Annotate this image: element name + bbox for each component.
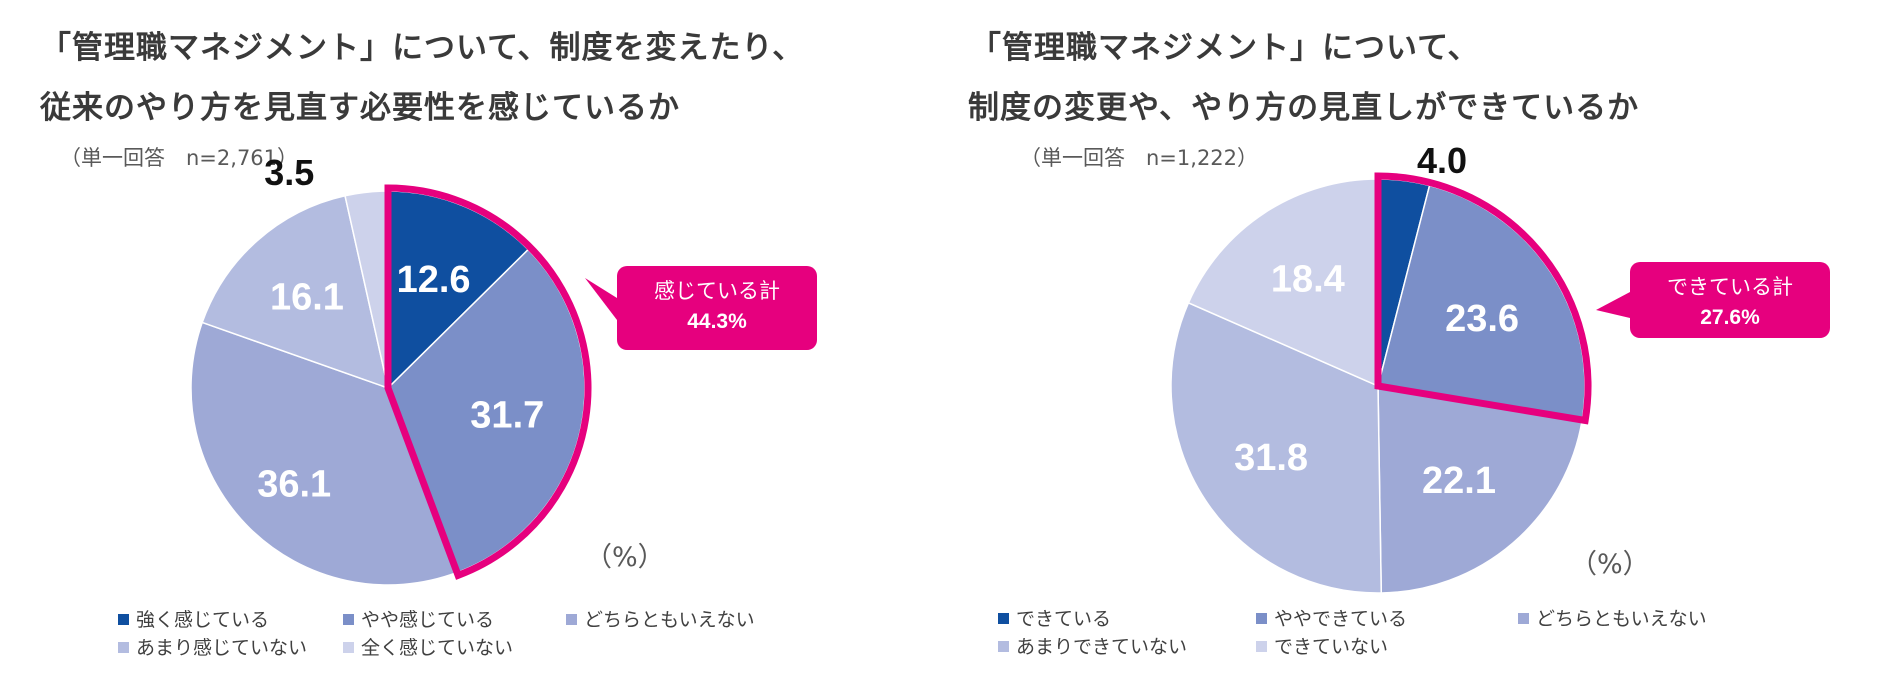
- legend-swatch: [343, 642, 354, 653]
- legend-label: 全く感じていない: [361, 637, 514, 659]
- legend-label: できていない: [1274, 636, 1389, 658]
- legend-label: やや感じている: [361, 609, 495, 631]
- highlight-outline: [384, 184, 592, 580]
- pie-slice-4: [1170, 301, 1383, 594]
- legend-swatch: [998, 613, 1009, 624]
- legend-item: どちらともいえない: [566, 605, 755, 632]
- slice-value-label-1: 12.6: [397, 259, 471, 301]
- legend-label: できている: [1016, 608, 1112, 630]
- legend-swatch: [1256, 613, 1267, 624]
- slice-value-label-3: 36.1: [257, 464, 331, 506]
- pie-slice-3: [190, 321, 459, 586]
- legend-swatch: [118, 642, 129, 653]
- legend-label: あまり感じていない: [136, 637, 308, 659]
- legend-item: できている: [998, 604, 1111, 631]
- slice-value-label-3: 22.1: [1422, 460, 1496, 502]
- legend-item: あまりできていない: [998, 632, 1187, 659]
- legend-label: どちらともいえない: [1536, 608, 1707, 630]
- legend-item: 全く感じていない: [343, 633, 513, 660]
- legend-swatch: [1518, 613, 1529, 624]
- slice-value-label-1: 4.0: [1417, 140, 1467, 181]
- highlight-outline: [1374, 172, 1592, 425]
- chart-title-line2: 従来のやり方を見直す必要性を感じているか: [40, 90, 680, 126]
- slice-value-label-5: 3.5: [264, 152, 314, 193]
- slice-value-label-2: 23.6: [1445, 298, 1519, 340]
- pie-chart-left: 12.6 31.7 36.1 16.1 3.5 感じている計 44.3%: [190, 152, 817, 586]
- callout-box: [1630, 262, 1830, 338]
- unit-label: （%）: [585, 542, 665, 573]
- legend-label: あまりできていない: [1016, 636, 1188, 658]
- slice-value-label-4: 16.1: [270, 277, 344, 319]
- slice-value-label-5: 18.4: [1271, 259, 1345, 301]
- pie-slice-4: [201, 194, 390, 390]
- legend-label: ややできている: [1274, 608, 1408, 630]
- callout-tail: [585, 278, 617, 320]
- callout-value: 44.3%: [687, 310, 747, 333]
- legend-swatch: [1256, 641, 1267, 652]
- callout-text: できている計: [1667, 275, 1793, 299]
- slice-value-label-4: 31.8: [1234, 437, 1308, 479]
- callout-value: 27.6%: [1700, 306, 1760, 329]
- callout-tail: [1596, 292, 1630, 318]
- legend-swatch: [998, 641, 1009, 652]
- slice-value-label-2: 31.7: [470, 394, 544, 436]
- legend-item: ややできている: [1256, 604, 1407, 631]
- legend-item: やや感じている: [343, 605, 494, 632]
- pie-chart-right: 4.0 23.6 22.1 31.8 18.4 できている計 27.6%: [1170, 140, 1830, 594]
- chart-panel-right: 「管理職マネジメント」について、 制度の変更や、やり方の見直しができているか （…: [950, 0, 1884, 680]
- pie-slice-5: [1187, 178, 1379, 388]
- legend-item: あまり感じていない: [118, 633, 307, 660]
- legend-swatch: [118, 614, 129, 625]
- legend-swatch: [343, 614, 354, 625]
- sample-note: （単一回答 n=1,222）: [1020, 146, 1259, 170]
- chart-title-line1: 「管理職マネジメント」について、制度を変えたり、: [40, 30, 805, 66]
- callout-text: 感じている計: [654, 279, 780, 303]
- pie-slice-3: [1377, 385, 1584, 594]
- chart-title-line1: 「管理職マネジメント」について、: [970, 30, 1480, 66]
- legend-label: どちらともいえない: [584, 609, 755, 631]
- legend-item: できていない: [1256, 632, 1388, 659]
- callout-box: [617, 266, 817, 350]
- legend-swatch: [566, 614, 577, 625]
- legend-item: どちらともいえない: [1518, 604, 1707, 631]
- legend-item: 強く感じている: [118, 605, 269, 632]
- sample-note: （単一回答 n=2,761）: [60, 146, 299, 170]
- chart-title-line2: 制度の変更や、やり方の見直しができているか: [968, 90, 1640, 126]
- unit-label: （%）: [1570, 549, 1650, 580]
- chart-panel-left: 「管理職マネジメント」について、制度を変えたり、 従来のやり方を見直す必要性を感…: [0, 0, 930, 680]
- legend-label: 強く感じている: [136, 609, 270, 631]
